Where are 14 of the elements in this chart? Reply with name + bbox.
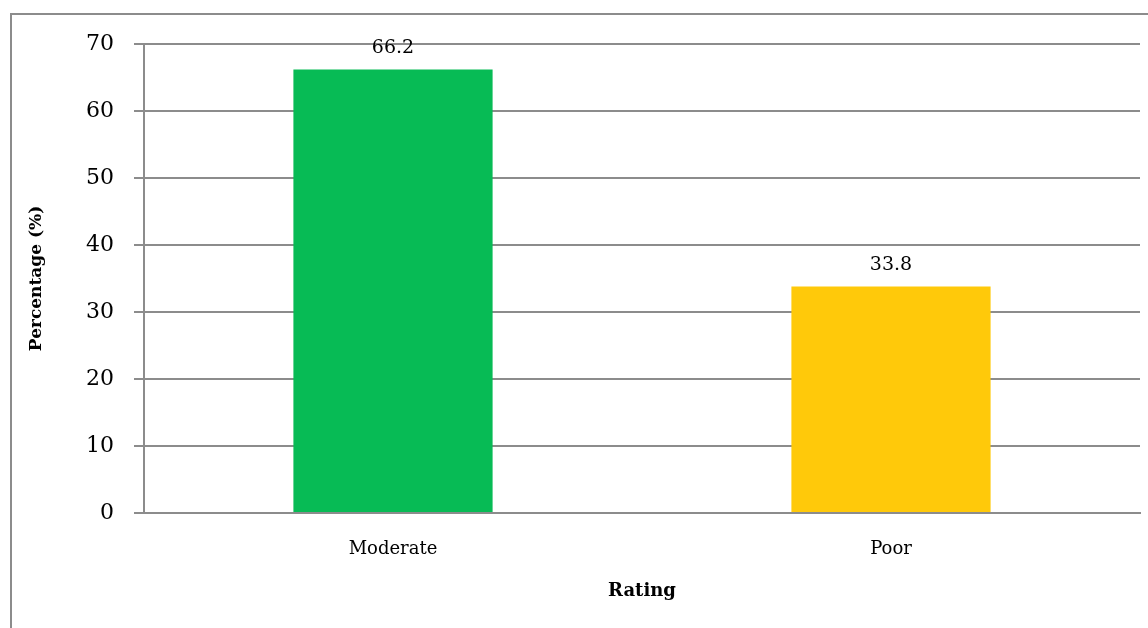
y-tick-label: 60	[86, 96, 114, 122]
data-label: 33.8	[869, 251, 913, 274]
x-tick-label: Poor	[870, 537, 913, 559]
data-label: 66.2	[371, 34, 415, 57]
y-tick-label: 10	[86, 431, 114, 457]
y-tick-label: 70	[86, 29, 114, 55]
y-tick-label: 30	[86, 297, 114, 323]
y-tick-label: 20	[86, 364, 114, 390]
y-axis-title: Percentage (%)	[24, 205, 45, 352]
y-tick-label: 50	[86, 163, 114, 189]
x-axis-title: Rating	[608, 578, 677, 600]
y-tick-label: 40	[86, 230, 114, 256]
y-tick-label: 0	[100, 498, 114, 524]
x-tick-label: Moderate	[348, 537, 438, 559]
